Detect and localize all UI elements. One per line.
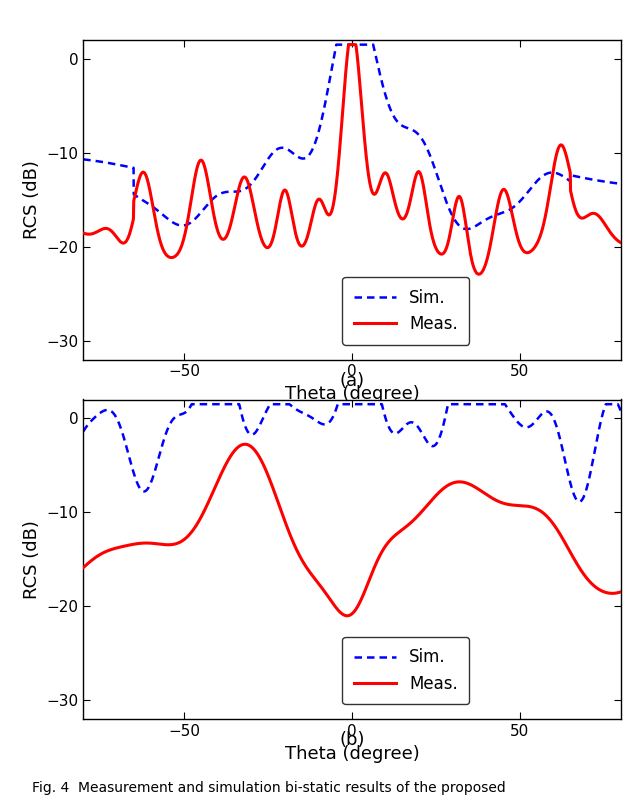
Line: Meas.: Meas. bbox=[83, 444, 621, 616]
Sim. bbox=[309, 144, 317, 153]
Sim. bbox=[617, 406, 625, 415]
X-axis label: Theta (degree): Theta (degree) bbox=[285, 385, 419, 403]
Y-axis label: RCS (dB): RCS (dB) bbox=[22, 520, 41, 598]
Sim. bbox=[173, 220, 180, 229]
Sim. bbox=[607, 400, 614, 409]
Sim. bbox=[173, 411, 180, 421]
Text: (a): (a) bbox=[339, 372, 365, 390]
Sim. bbox=[79, 427, 87, 436]
Line: Sim.: Sim. bbox=[83, 404, 621, 502]
Legend: Sim., Meas.: Sim., Meas. bbox=[342, 277, 469, 345]
Sim. bbox=[141, 487, 148, 496]
Sim. bbox=[575, 497, 583, 507]
Meas. bbox=[617, 587, 625, 597]
X-axis label: Theta (degree): Theta (degree) bbox=[285, 745, 419, 762]
Legend: Sim., Meas.: Sim., Meas. bbox=[342, 637, 469, 705]
Meas. bbox=[386, 535, 394, 545]
Sim. bbox=[549, 168, 557, 177]
Meas. bbox=[343, 611, 351, 621]
Sim. bbox=[332, 40, 340, 50]
Sim. bbox=[548, 411, 556, 421]
Meas. bbox=[307, 217, 315, 226]
Meas. bbox=[319, 584, 326, 594]
Meas. bbox=[386, 176, 394, 185]
Meas. bbox=[143, 173, 150, 182]
Sim. bbox=[463, 225, 470, 234]
Meas. bbox=[308, 570, 316, 579]
Sim. bbox=[141, 197, 148, 206]
Meas. bbox=[121, 238, 129, 248]
Sim. bbox=[188, 400, 195, 409]
Text: Fig. 4  Measurement and simulation bi-static results of the proposed: Fig. 4 Measurement and simulation bi-sta… bbox=[32, 781, 506, 795]
Line: Sim.: Sim. bbox=[83, 45, 621, 229]
Meas. bbox=[79, 229, 87, 238]
Line: Meas.: Meas. bbox=[83, 45, 621, 274]
Sim. bbox=[617, 179, 625, 189]
Meas. bbox=[345, 40, 353, 50]
Sim. bbox=[309, 414, 317, 423]
Sim. bbox=[285, 400, 293, 409]
Meas. bbox=[143, 539, 150, 548]
Text: (b): (b) bbox=[339, 731, 365, 749]
Meas. bbox=[328, 598, 336, 607]
Meas. bbox=[319, 198, 326, 208]
Meas. bbox=[241, 439, 249, 449]
Meas. bbox=[121, 541, 129, 551]
Meas. bbox=[79, 562, 87, 572]
Sim. bbox=[607, 177, 614, 187]
Meas. bbox=[328, 205, 336, 215]
Meas. bbox=[475, 269, 483, 279]
Sim. bbox=[285, 145, 293, 155]
Sim. bbox=[79, 154, 87, 164]
Meas. bbox=[617, 238, 625, 248]
Y-axis label: RCS (dB): RCS (dB) bbox=[22, 161, 41, 239]
